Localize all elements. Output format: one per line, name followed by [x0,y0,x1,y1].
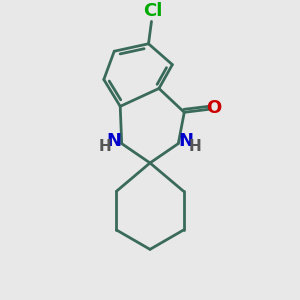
Text: H: H [99,139,112,154]
Text: N: N [178,132,193,150]
Text: Cl: Cl [143,2,163,20]
Text: H: H [188,139,201,154]
Text: N: N [107,132,122,150]
Text: O: O [206,99,222,117]
